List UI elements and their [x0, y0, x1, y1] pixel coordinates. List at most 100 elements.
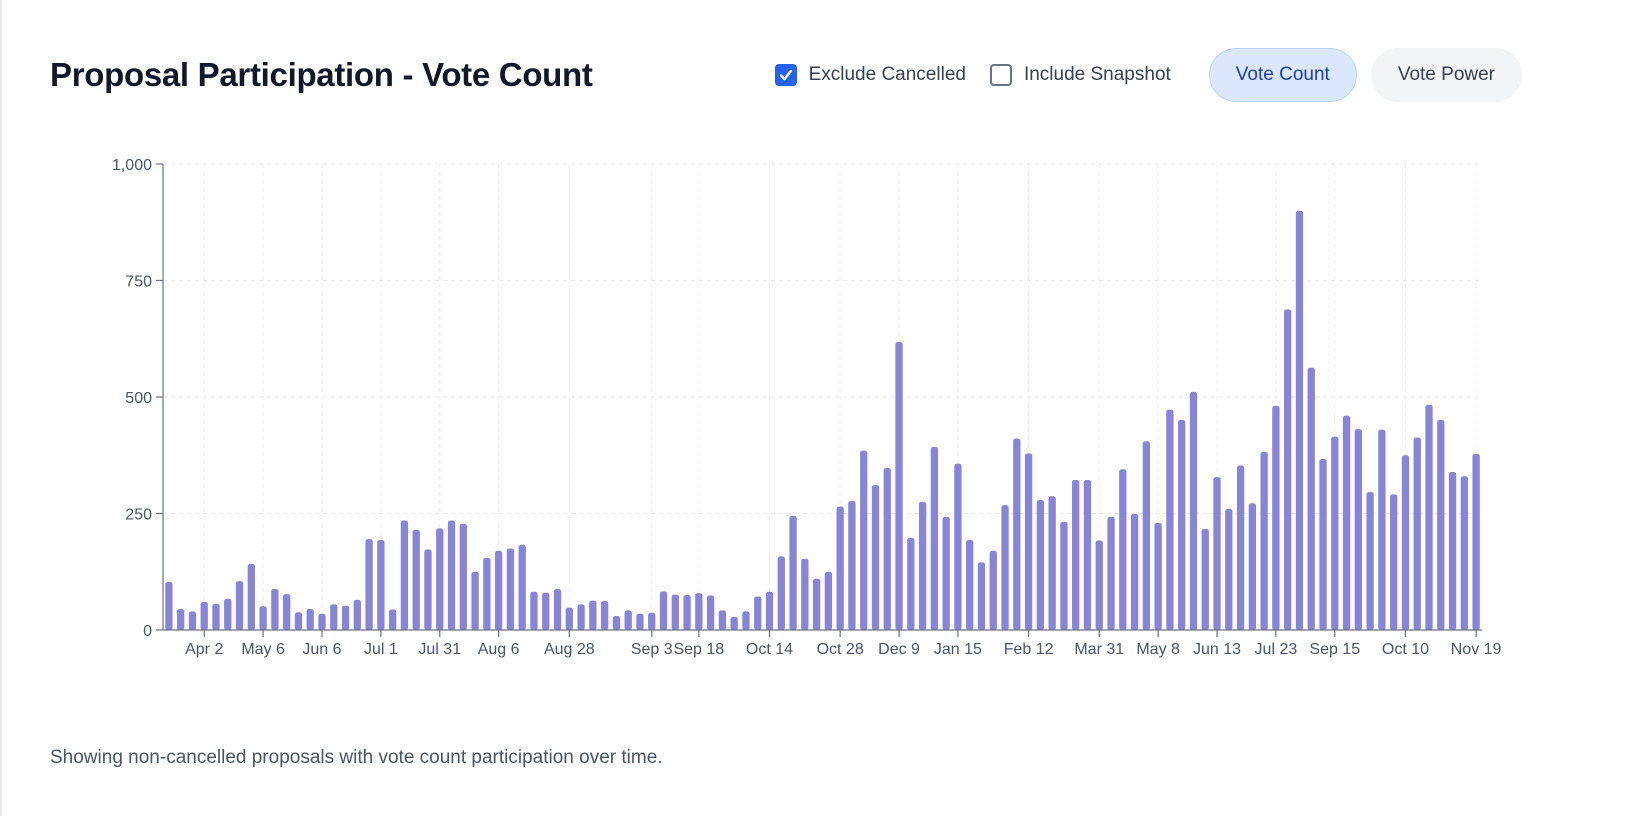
bar: [353, 599, 361, 630]
bar: [730, 616, 738, 630]
y-tick-label: 750: [125, 274, 152, 291]
bar: [860, 450, 868, 630]
bar: [235, 581, 244, 630]
bar: [388, 609, 397, 630]
x-tick-label: Aug 6: [478, 641, 520, 658]
bar: [1307, 367, 1315, 630]
bar: [530, 591, 538, 630]
bar: [447, 520, 456, 630]
x-tick-label: Jul 23: [1255, 641, 1298, 658]
bar: [836, 506, 844, 630]
chart-bars: [165, 210, 1480, 630]
bar: [1390, 494, 1398, 630]
x-tick-label: Oct 14: [746, 641, 793, 658]
bar: [600, 601, 609, 630]
bar: [789, 515, 797, 630]
bar: [895, 342, 903, 630]
bar: [400, 520, 409, 630]
bar: [436, 528, 444, 630]
bar: [506, 548, 515, 630]
y-tick-label: 1,000: [112, 157, 152, 174]
x-tick-label: Sep 3: [631, 641, 673, 658]
bar: [954, 463, 962, 630]
bar: [1095, 540, 1103, 630]
bar: [283, 594, 291, 630]
x-tick-label: Feb 12: [1004, 641, 1054, 658]
bar: [1189, 391, 1198, 630]
bar: [989, 550, 997, 630]
vote-power-toggle[interactable]: Vote Power: [1370, 48, 1522, 102]
x-tick-label: Apr 2: [185, 641, 223, 658]
x-tick-label: Jul 31: [418, 641, 461, 658]
bar: [1331, 436, 1339, 630]
bar: [1048, 496, 1056, 630]
bar: [318, 613, 326, 630]
bar: [706, 595, 715, 630]
vote-count-toggle[interactable]: Vote Count: [1208, 48, 1357, 102]
bar: [754, 596, 762, 630]
bar: [177, 609, 185, 630]
x-tick-label: Sep 15: [1309, 641, 1360, 658]
checkbox-unchecked-icon[interactable]: [989, 64, 1012, 86]
x-tick-label: Sep 18: [673, 641, 724, 658]
bar: [918, 501, 927, 630]
x-tick-label: Nov 19: [1451, 641, 1502, 658]
bar: [1460, 476, 1468, 630]
bar: [1366, 492, 1374, 630]
x-tick-label: Oct 10: [1382, 641, 1429, 658]
bar: [1425, 404, 1433, 630]
bar: [1472, 453, 1480, 630]
bar: [1437, 419, 1445, 630]
bar: [1448, 472, 1457, 630]
x-tick-label: Mar 31: [1074, 641, 1124, 658]
bar: [1413, 437, 1421, 630]
x-tick-label: Jun 13: [1193, 641, 1241, 658]
bar: [589, 600, 597, 630]
bar: [812, 578, 821, 630]
bar: [648, 612, 656, 630]
bar: [188, 611, 197, 630]
bar: [1354, 429, 1362, 630]
bar: [271, 588, 279, 630]
bar: [1225, 508, 1233, 630]
bar: [1178, 419, 1186, 630]
bar: [1342, 415, 1351, 630]
bar: [871, 485, 880, 630]
include-snapshot-checkbox[interactable]: Include Snapshot: [989, 64, 1171, 86]
bar: [883, 467, 891, 630]
x-tick-label: May 8: [1136, 641, 1180, 658]
bar: [341, 605, 350, 630]
bar: [1001, 505, 1009, 630]
bar: [1319, 458, 1327, 630]
bar: [577, 604, 585, 630]
exclude-cancelled-label: Exclude Cancelled: [808, 64, 966, 85]
bar: [1060, 521, 1068, 630]
bar: [471, 571, 479, 630]
x-tick-label: Aug 28: [544, 641, 595, 658]
exclude-cancelled-checkbox[interactable]: Exclude Cancelled: [774, 64, 966, 86]
bar: [306, 609, 314, 630]
x-tick-label: Oct 28: [817, 641, 864, 658]
bar: [977, 562, 986, 630]
bar: [424, 549, 432, 630]
y-tick-label: 0: [143, 623, 152, 640]
bar: [966, 540, 974, 630]
bar: [1107, 516, 1115, 630]
bar: [1119, 469, 1127, 630]
bar: [1284, 309, 1292, 630]
bar: [659, 591, 668, 630]
bar: [942, 516, 950, 630]
bar: [1072, 479, 1080, 630]
bar: [777, 556, 785, 630]
x-tick-label: Jun 6: [302, 641, 341, 658]
x-tick-label: Dec 9: [878, 641, 920, 658]
bar: [494, 550, 503, 630]
bar: [612, 616, 621, 630]
bar: [1083, 479, 1092, 630]
bar: [695, 593, 703, 630]
bar: [801, 558, 809, 630]
checkbox-checked-icon[interactable]: [774, 64, 797, 86]
bar: [565, 607, 573, 630]
bar: [212, 603, 220, 630]
bar: [907, 537, 915, 630]
